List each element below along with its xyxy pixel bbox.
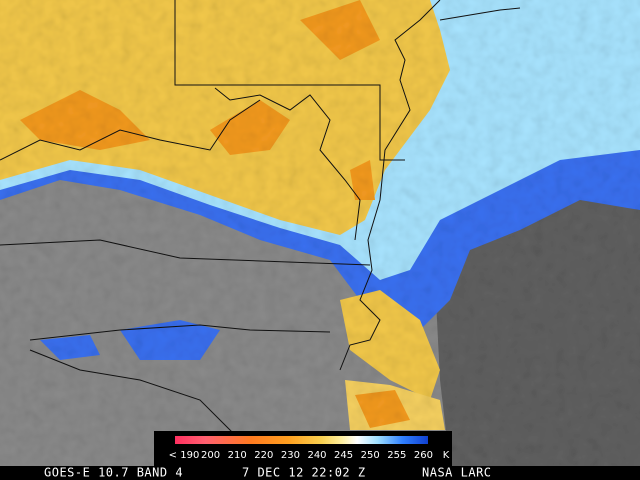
state-line bbox=[174, 0, 405, 161]
timestamp: 7 DEC 12 22:02 Z bbox=[242, 466, 366, 480]
coastline bbox=[439, 7, 521, 21]
coastline bbox=[339, 0, 441, 371]
scale-label: 250 bbox=[361, 450, 380, 461]
credit: NASA LARC bbox=[422, 466, 492, 480]
cloud-high bbox=[20, 0, 380, 200]
state-line bbox=[214, 87, 361, 241]
cloud-top bbox=[0, 0, 450, 235]
scale-label: 220 bbox=[254, 450, 273, 461]
scale-label: 245 bbox=[334, 450, 353, 461]
cloud-patch bbox=[40, 320, 220, 360]
cloud-south-high bbox=[355, 390, 410, 428]
scale-label: 200 bbox=[201, 450, 220, 461]
cloud-south bbox=[340, 290, 440, 400]
scale-unit: K bbox=[443, 450, 450, 461]
footer-bar bbox=[0, 466, 640, 480]
scale-label: 230 bbox=[281, 450, 300, 461]
scale-label: 260 bbox=[414, 450, 433, 461]
color-scale bbox=[154, 431, 452, 466]
legend-bar bbox=[175, 436, 428, 444]
imagery bbox=[0, 0, 640, 466]
scale-label: 240 bbox=[307, 450, 326, 461]
scale-label: < 190 bbox=[169, 450, 200, 461]
state-line bbox=[0, 239, 371, 266]
scale-label: 210 bbox=[228, 450, 247, 461]
state-line bbox=[0, 99, 261, 161]
state-line bbox=[29, 324, 331, 341]
satellite-label: GOES-E 10.7 BAND 4 bbox=[44, 466, 183, 480]
scale-label: 255 bbox=[387, 450, 406, 461]
